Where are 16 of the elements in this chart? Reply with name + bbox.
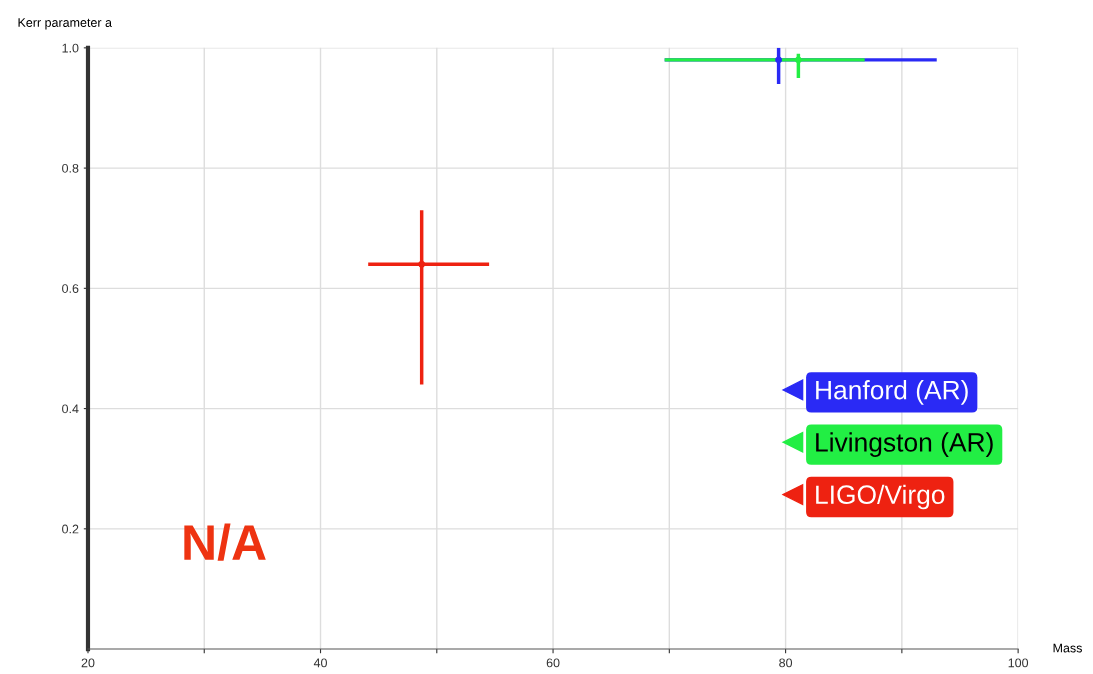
x-tick-label: 100 [1008,658,1029,668]
y-tick-label: 1.0 [62,43,79,53]
y-tick-label: 0.8 [62,163,79,173]
x-axis-title: Mass [1053,643,1082,653]
legend-label: Livingston (AR) [816,432,993,457]
y-tick-label: 0.4 [62,404,79,414]
x-tick-label: 80 [779,658,793,668]
y-tick-label: 0.6 [62,284,79,293]
legend-label: LIGO/Virgo [816,484,945,510]
x-tick-label: 60 [546,658,560,668]
y-axis-title: Kerr parameter a [18,18,112,30]
y-tick-label: 0.2 [62,524,79,534]
legend-label: Hanford (AR) [816,380,968,405]
x-tick-label: 20 [81,658,95,668]
x-tick-label: 40 [313,658,327,668]
annotation: N/A [184,523,266,561]
